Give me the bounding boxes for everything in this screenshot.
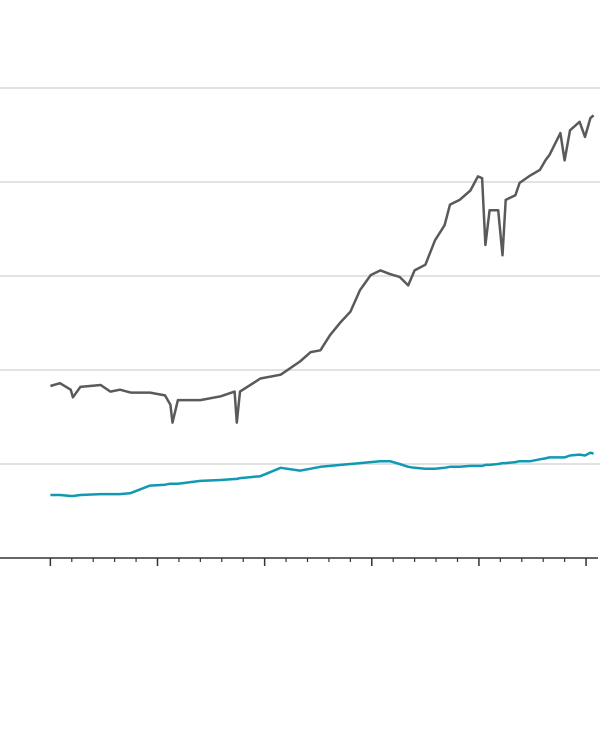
line-series	[50, 114, 595, 424]
line-series	[50, 451, 594, 498]
